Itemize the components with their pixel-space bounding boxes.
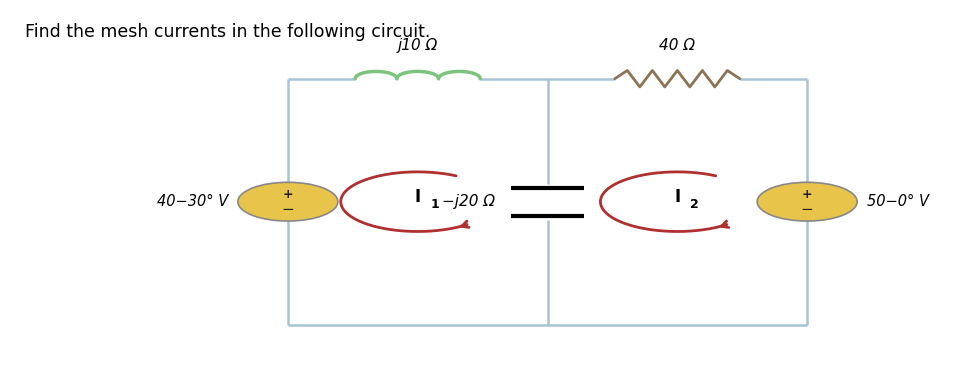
Text: −j20 Ω: −j20 Ω: [441, 194, 494, 209]
Circle shape: [237, 182, 337, 221]
Text: j10 Ω: j10 Ω: [397, 38, 437, 53]
Text: 1: 1: [430, 198, 439, 211]
Text: −: −: [281, 202, 294, 217]
Text: 2: 2: [689, 198, 698, 211]
Text: I: I: [673, 188, 679, 206]
Text: I: I: [414, 188, 421, 206]
Text: −: −: [800, 202, 813, 217]
Text: +: +: [801, 188, 812, 201]
Text: 40 Ω: 40 Ω: [659, 38, 695, 53]
Circle shape: [757, 182, 857, 221]
Text: +: +: [282, 188, 293, 201]
Text: 50−0° V: 50−0° V: [866, 194, 928, 209]
Text: 40−30° V: 40−30° V: [157, 194, 228, 209]
Text: Find the mesh currents in the following circuit.: Find the mesh currents in the following …: [25, 23, 430, 41]
